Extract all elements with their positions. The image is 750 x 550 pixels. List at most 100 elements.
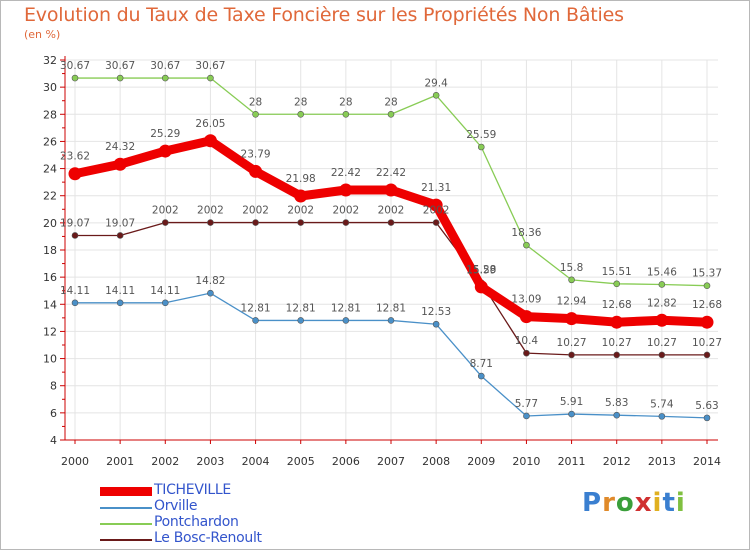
- data-point: [203, 134, 217, 148]
- x-tick-label: 2002: [151, 455, 179, 468]
- x-tick-label: 2014: [693, 455, 721, 468]
- data-label: 12.82: [647, 297, 677, 309]
- data-point: [297, 317, 305, 324]
- data-label: 8.71: [470, 358, 493, 370]
- y-tick-label: 20: [43, 217, 57, 230]
- y-tick-label: 32: [43, 54, 57, 67]
- data-point: [429, 198, 443, 212]
- data-point: [432, 219, 440, 226]
- x-tick-label: 2008: [422, 455, 450, 468]
- data-point: [161, 74, 169, 82]
- data-point: [387, 219, 395, 226]
- data-label: 13.09: [511, 294, 541, 306]
- logo-letter: x: [634, 488, 653, 518]
- y-tick-label: 16: [43, 271, 57, 284]
- x-axis-ticks: 2000 2001 2002 2003 2004 2005 2006 2007 2008 2009…: [61, 455, 721, 468]
- data-point: [113, 157, 127, 171]
- data-point: [161, 219, 169, 226]
- data-label: 28: [294, 96, 307, 108]
- data-point: [477, 372, 485, 380]
- data-point: [703, 414, 711, 422]
- data-label: 15.46: [647, 266, 677, 278]
- y-tick-label: 8: [50, 380, 57, 393]
- proxiti-logo: Proxiti: [582, 488, 686, 518]
- data-point: [432, 320, 440, 328]
- data-label: 15.28: [466, 264, 496, 276]
- data-point: [568, 410, 575, 418]
- y-tick-label: 18: [43, 244, 57, 257]
- data-label: 30.67: [105, 60, 135, 72]
- data-label: 5.83: [605, 397, 628, 409]
- data-label: 12.53: [421, 306, 451, 318]
- x-tick-label: 2004: [242, 455, 270, 468]
- data-point: [294, 189, 308, 203]
- data-label: 30.67: [60, 60, 90, 72]
- data-point: [116, 74, 124, 82]
- data-point: [523, 349, 530, 357]
- data-label: 14.11: [150, 285, 180, 297]
- data-point: [523, 412, 530, 420]
- data-point: [116, 232, 124, 239]
- data-point: [207, 74, 214, 82]
- logo-letter: i: [652, 488, 663, 518]
- x-tick-label: 2006: [332, 455, 360, 468]
- data-point: [297, 219, 305, 226]
- legend-label: TICHEVILLE: [154, 482, 231, 498]
- data-point: [297, 110, 305, 118]
- series-lines: [68, 74, 714, 422]
- data-point: [252, 219, 259, 226]
- data-label: 28: [384, 96, 397, 108]
- data-label: 22.42: [376, 167, 406, 179]
- data-label: 26.05: [195, 118, 225, 130]
- data-point: [342, 219, 350, 226]
- data-label: 2002: [242, 205, 269, 217]
- data-point: [658, 281, 666, 288]
- x-tick-label: 2012: [603, 455, 631, 468]
- chart-subtitle: (en %): [24, 28, 61, 41]
- data-label: 14.11: [60, 285, 90, 297]
- logo-letter: t: [662, 488, 676, 518]
- data-label: 25.29: [150, 128, 180, 140]
- legend-label: Pontchardon: [154, 514, 239, 530]
- x-tick-label: 2013: [648, 455, 676, 468]
- data-point: [339, 183, 353, 197]
- data-label: 5.74: [650, 398, 674, 410]
- data-label: 12.68: [602, 299, 632, 311]
- data-point: [700, 315, 714, 329]
- y-tick-label: 14: [43, 298, 57, 311]
- data-point: [432, 91, 440, 99]
- x-tick-label: 2000: [61, 455, 89, 468]
- data-point: [342, 317, 350, 324]
- data-point: [71, 299, 79, 307]
- y-tick-label: 30: [43, 81, 57, 94]
- data-label: 12.81: [241, 302, 271, 314]
- data-label: 28: [339, 96, 352, 108]
- data-point: [610, 315, 624, 329]
- data-point: [613, 411, 621, 419]
- data-point: [387, 110, 395, 118]
- data-point: [658, 413, 666, 420]
- data-point: [116, 299, 124, 307]
- line-chart: 4 6 8 10 12 14 16 18 20 22 24 26 28 30 32 2000 2001 2002…: [43, 54, 722, 468]
- data-point: [161, 299, 169, 307]
- y-tick-label: 4: [50, 434, 57, 447]
- x-tick-label: 2010: [512, 455, 540, 468]
- data-label: 21.98: [286, 173, 316, 185]
- data-label: 12.81: [376, 302, 406, 314]
- data-label: 10.27: [557, 337, 587, 349]
- y-tick-label: 28: [43, 108, 57, 121]
- data-label: 15.51: [602, 266, 632, 278]
- y-tick-label: 6: [50, 407, 57, 420]
- data-label: 2002: [287, 205, 314, 217]
- data-label: 2002: [152, 205, 179, 217]
- data-label: 29.4: [424, 77, 448, 89]
- data-point: [384, 183, 398, 197]
- x-tick-label: 2007: [377, 455, 405, 468]
- data-label: 25.59: [466, 129, 496, 141]
- data-point: [249, 164, 263, 178]
- logo-letter: i: [675, 488, 686, 518]
- data-point: [703, 351, 711, 359]
- data-label: 2002: [197, 205, 224, 217]
- data-label: 21.31: [421, 182, 451, 194]
